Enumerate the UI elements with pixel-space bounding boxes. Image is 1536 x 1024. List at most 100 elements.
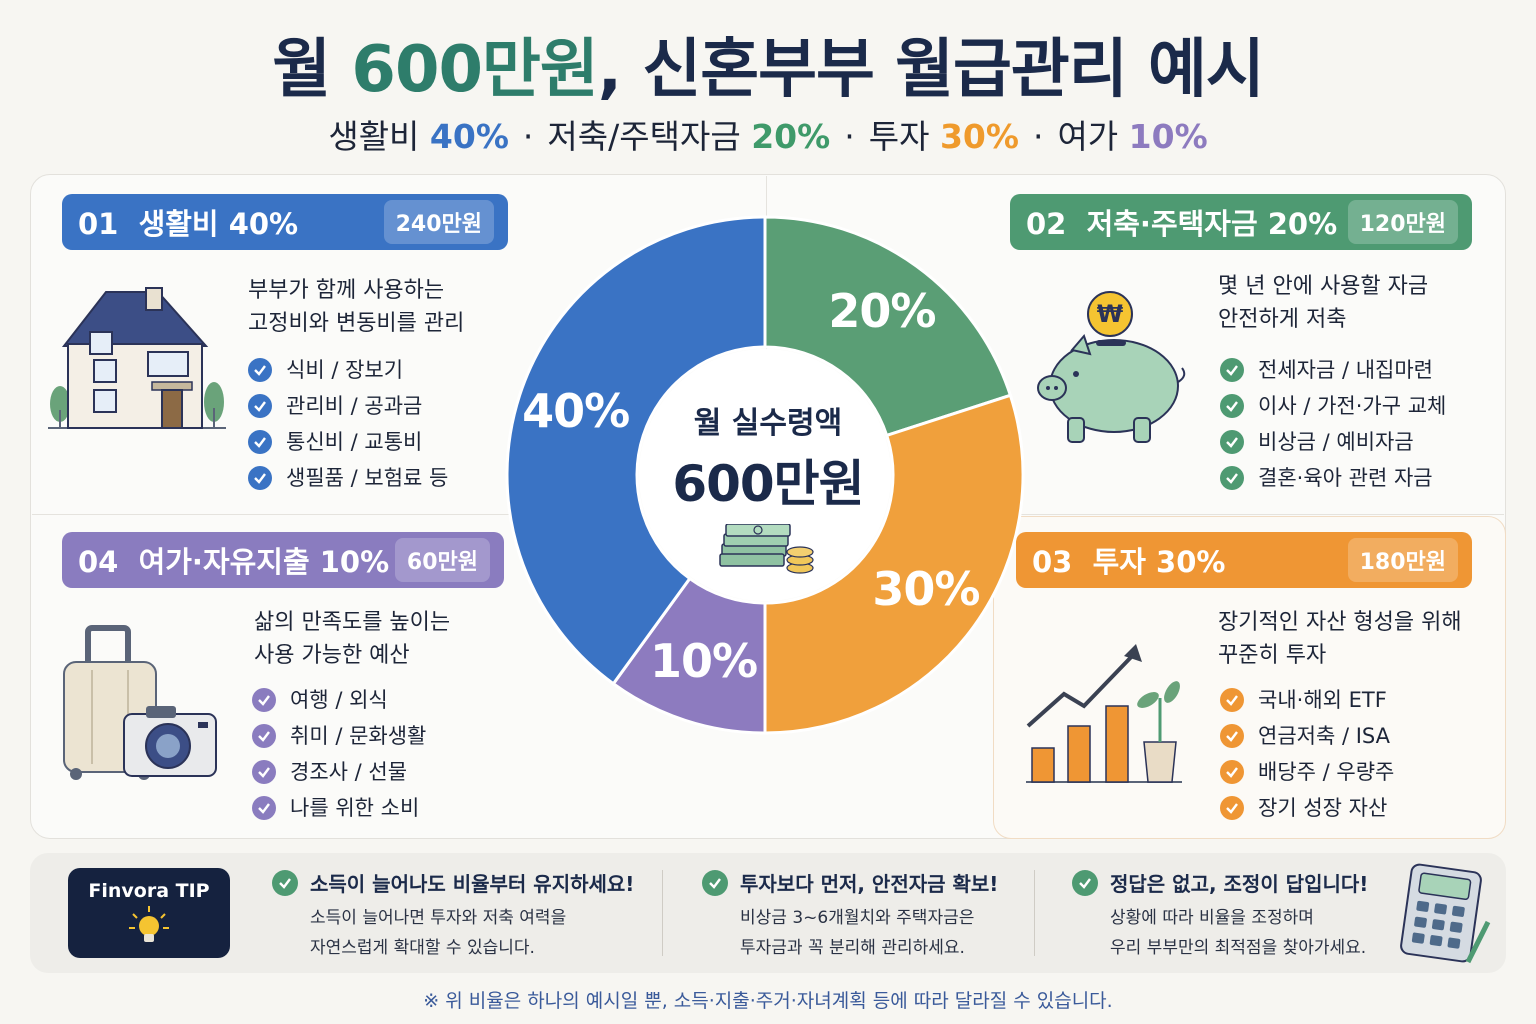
check-icon [702,869,728,896]
allocation-donut-chart [505,215,1025,735]
list-item: 생필품 / 보험료 등 [248,460,448,496]
divider [662,870,663,956]
coin-symbol: ₩ [1097,300,1124,328]
leisure-desc-line: 삶의 만족도를 높이는 [254,610,451,635]
invest-card-amount: 180만원 [1347,538,1458,582]
slice-invest [763,393,1025,735]
list-item: 이사 / 가전·가구 교체 [1220,388,1446,424]
tip-badge-label: Finvora TIP [88,880,210,902]
check-icon [1072,869,1098,896]
list-item: 식비 / 장보기 [248,352,448,388]
divider [1034,870,1035,956]
list-item: 전세자금 / 내집마련 [1220,352,1446,388]
living-desc-line: 부부가 함께 사용하는 [248,278,445,303]
list-item-label: 취미 / 문화생활 [290,724,427,748]
leisure-card-desc: 삶의 만족도를 높이는 사용 가능한 예산 [254,606,450,672]
list-item: 국내·해외 ETF [1220,682,1394,718]
subtitle-leisure-pct: 10% [1128,117,1208,156]
list-item-label: 식비 / 장보기 [286,358,404,382]
list-item-label: 나를 위한 소비 [290,796,420,820]
list-item-label: 국내·해외 ETF [1258,688,1387,712]
subtitle-invest-pct: 30% [939,117,1019,156]
title-accent: 600만원 [351,33,598,107]
tip-heading: 정답은 없고, 조정이 답입니다! [1110,872,1369,896]
list-item-label: 여행 / 외식 [290,688,388,712]
tip-heading: 소득이 늘어나도 비율부터 유지하세요! [310,872,635,896]
lightbulb-icon [129,906,169,942]
list-item-label: 연금저축 / ISA [1258,724,1390,748]
list-item-label: 비상금 / 예비자금 [1258,430,1414,454]
list-item: 비상금 / 예비자금 [1220,424,1446,460]
list-item-label: 생필품 / 보험료 등 [286,466,449,490]
divider [32,514,512,515]
saving-card-title: 02 저축·주택자금 20% [1026,201,1337,243]
living-card-amount: 240만원 [383,200,494,244]
page-subtitle: 생활비 40% · 저축/주택자금 20% · 투자 30% · 여가 10% [0,110,1536,158]
invest-card-header: 03 투자 30% 180만원 [1016,532,1472,588]
living-card-title: 01 생활비 40% [78,201,298,243]
money-stack-icon [719,524,814,574]
suitcase-camera-icon [63,625,217,780]
tip-heading: 투자보다 먼저, 안전자금 확보! [740,872,999,896]
invest-desc-line: 장기적인 자산 형성을 위해 [1218,610,1462,635]
invest-card-title-text: 투자 30% [1092,545,1226,579]
living-card-number: 01 [78,207,119,241]
tip-text: 소득이 늘어나면 투자와 저축 여력을 [310,908,567,928]
center-amount: 600만원 [672,455,864,513]
saving-card-title-text: 저축·주택자금 20% [1086,207,1338,241]
list-item: 장기 성장 자산 [1220,790,1394,826]
check-icon [252,688,276,712]
tip-text: 비상금 3~6개월치와 주택자금은 [740,908,975,928]
check-icon [252,760,276,784]
list-item: 여행 / 외식 [252,682,426,718]
list-item-label: 통신비 / 교통비 [286,430,423,454]
slice-living [505,215,767,686]
list-item-label: 경조사 / 선물 [290,760,408,784]
check-icon [248,358,272,382]
saving-desc-line: 몇 년 안에 사용할 자금 [1218,274,1429,299]
check-icon [248,430,272,454]
check-icon [252,796,276,820]
leisure-card-number: 04 [78,545,119,579]
living-desc-line: 고정비와 변동비를 관리 [248,311,465,336]
page-title: 월 600만원, 신혼부부 월급관리 예시 [0,18,1536,110]
invest-card-desc: 장기적인 자산 형성을 위해 꾸준히 투자 [1218,606,1462,672]
list-item: 배당주 / 우량주 [1220,754,1394,790]
leisure-card-title: 04 여가·자유지출 10% [78,539,389,581]
subtitle-living-label: 생활비 [328,117,420,156]
check-icon [272,869,298,896]
list-item-label: 장기 성장 자산 [1258,796,1388,820]
tip-badge: Finvora TIP [68,868,230,958]
invest-desc-line: 꾸준히 투자 [1218,643,1327,668]
subtitle-saving-label: 저축/주택자금 [547,117,741,156]
subtitle-living-pct: 40% [429,117,509,156]
list-item: 경조사 / 선물 [252,754,426,790]
list-item-label: 배당주 / 우량주 [1258,760,1395,784]
living-card-items: 식비 / 장보기 관리비 / 공과금 통신비 / 교통비 생필품 / 보험료 등 [248,352,448,496]
divider [1000,514,1504,515]
leisure-card-amount: 60만원 [394,538,490,582]
living-card-header: 01 생활비 40% 240만원 [62,194,508,250]
saving-card-number: 02 [1026,207,1067,241]
list-item: 통신비 / 교통비 [248,424,448,460]
saving-card-amount: 120만원 [1347,200,1458,244]
tip-item: 정답은 없고, 조정이 답입니다! 상황에 따라 비율을 조정하며 우리 부부만의… [1072,868,1368,963]
list-item-label: 전세자금 / 내집마련 [1258,358,1433,382]
footnote: ※ 위 비율은 하나의 예시일 뿐, 소득·지출·주거·자녀계획 등에 따라 달… [423,990,1113,1012]
house-icon [48,287,226,429]
invest-card-items: 국내·해외 ETF 연금저축 / ISA 배당주 / 우량주 장기 성장 자산 [1220,682,1394,826]
check-icon [1220,394,1244,418]
saving-card-items: 전세자금 / 내집마련 이사 / 가전·가구 교체 비상금 / 예비자금 결혼·… [1220,352,1446,496]
tip-text: 투자금과 꼭 분리해 관리하세요. [740,938,965,958]
leisure-desc-line: 사용 가능한 예산 [254,643,410,668]
tip-text: 자연스럽게 확대할 수 있습니다. [310,938,535,958]
title-suffix: , 신혼부부 월급관리 예시 [597,33,1265,107]
list-item: 연금저축 / ISA [1220,718,1394,754]
list-item: 관리비 / 공과금 [248,388,448,424]
living-card-desc: 부부가 함께 사용하는 고정비와 변동비를 관리 [248,274,464,340]
check-icon [1220,358,1244,382]
list-item: 결혼·육아 관련 자금 [1220,460,1446,496]
slice-label-living: 40% [522,383,630,438]
title-prefix: 월 [272,33,352,107]
